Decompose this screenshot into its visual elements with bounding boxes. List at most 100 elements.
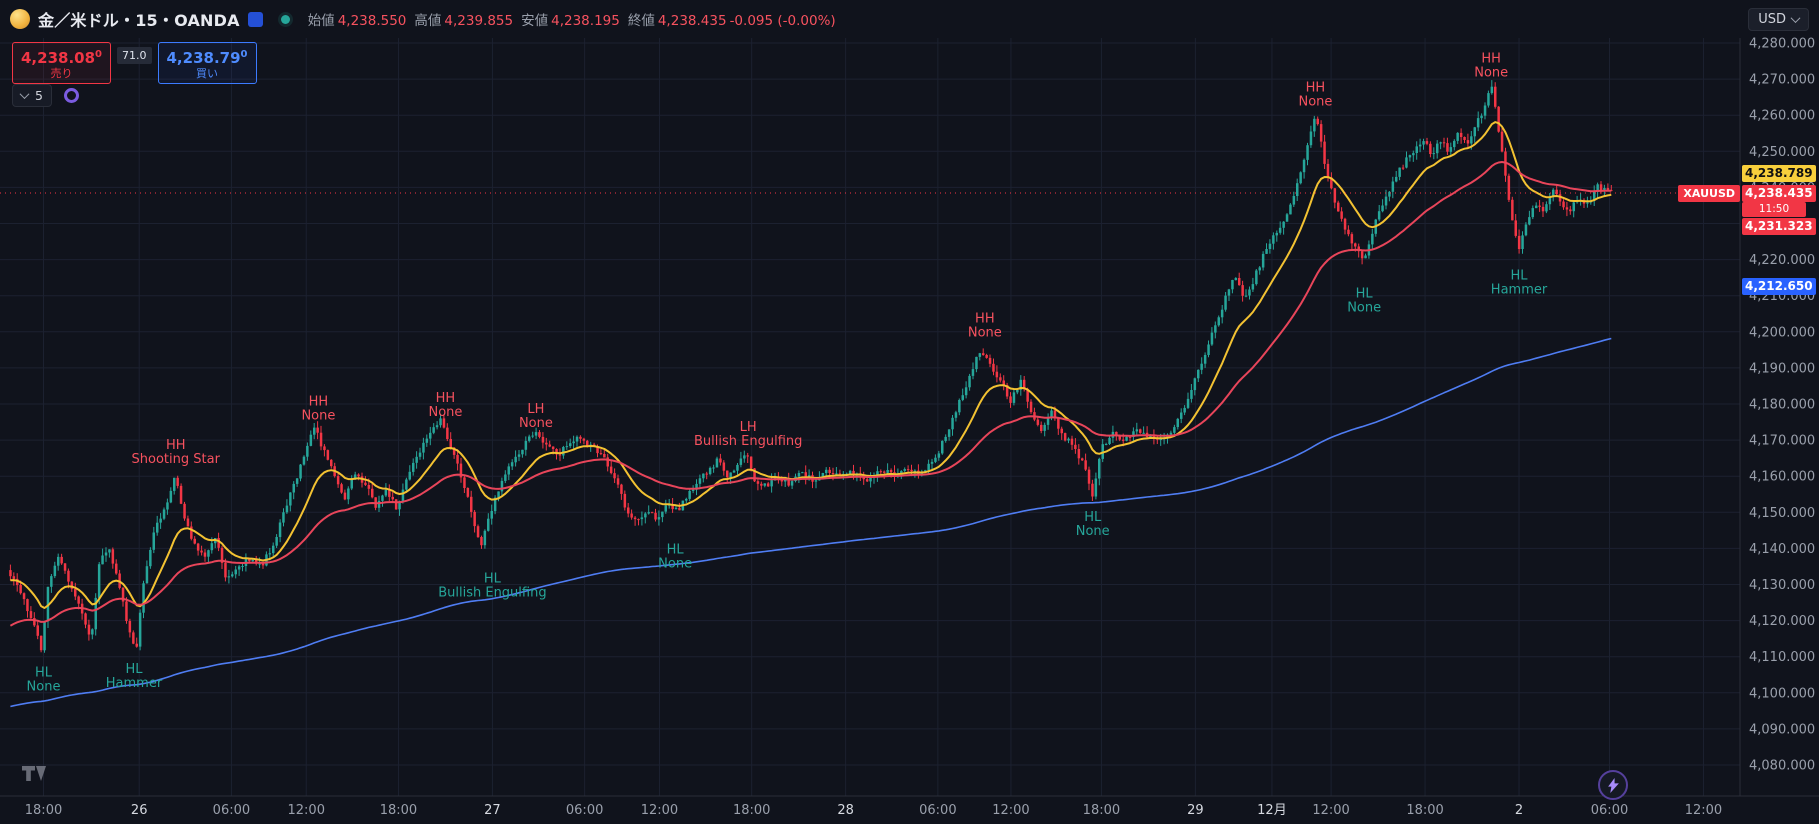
svg-text:12:00: 12:00 <box>288 803 325 818</box>
svg-text:None: None <box>1298 95 1332 110</box>
svg-text:HL: HL <box>667 543 685 558</box>
market-status-dot <box>280 14 290 24</box>
svg-text:4,130.000: 4,130.000 <box>1749 578 1815 593</box>
buy-button[interactable]: 4,238.790 買い <box>157 42 257 84</box>
chart-header: 金／米ドル・15・OANDA 始値 4,238.550 高値 4,239.855… <box>0 0 1819 38</box>
currency-label: USD <box>1758 11 1786 27</box>
svg-text:18:00: 18:00 <box>1083 803 1120 818</box>
svg-text:HL: HL <box>1084 510 1102 525</box>
svg-text:06:00: 06:00 <box>919 803 956 818</box>
svg-text:None: None <box>1076 524 1110 539</box>
svg-text:28: 28 <box>837 803 854 818</box>
svg-text:18:00: 18:00 <box>25 803 62 818</box>
ma-mid-price-tag: 4,231.323 <box>1742 217 1816 235</box>
indicator-icon[interactable] <box>63 88 79 103</box>
svg-text:HH: HH <box>166 438 186 453</box>
close-label: 終値 <box>627 13 655 29</box>
indicator-count: 5 <box>35 88 43 103</box>
svg-text:4,200.000: 4,200.000 <box>1749 325 1815 340</box>
bar-countdown-tag: 11:50 <box>1742 201 1806 217</box>
svg-text:06:00: 06:00 <box>566 803 603 818</box>
svg-text:18:00: 18:00 <box>1406 803 1443 818</box>
svg-text:12:00: 12:00 <box>992 803 1029 818</box>
svg-text:4,270.000: 4,270.000 <box>1749 73 1815 88</box>
svg-text:12:00: 12:00 <box>1685 803 1722 818</box>
svg-text:HL: HL <box>1356 286 1374 301</box>
svg-text:4,280.000: 4,280.000 <box>1749 37 1815 52</box>
currency-selector[interactable]: USD <box>1748 7 1809 31</box>
svg-text:None: None <box>1474 66 1508 81</box>
change-value: -0.095 (-0.00%) <box>729 13 836 29</box>
svg-text:26: 26 <box>131 803 148 818</box>
svg-text:None: None <box>428 405 462 420</box>
svg-text:LH: LH <box>740 420 757 435</box>
chevron-down-icon <box>19 89 30 100</box>
symbol-chip: XAUUSD <box>1678 184 1740 202</box>
ma-fast-price-tag: 4,238.789 <box>1742 164 1816 182</box>
svg-text:4,100.000: 4,100.000 <box>1749 686 1815 701</box>
svg-text:2: 2 <box>1515 803 1523 818</box>
ma-slow-price-tag: 4,212.650 <box>1742 277 1816 295</box>
svg-text:HL: HL <box>484 572 502 587</box>
high-value: 4,239.855 <box>444 13 514 29</box>
svg-text:4,220.000: 4,220.000 <box>1749 253 1815 268</box>
svg-text:HL: HL <box>125 662 143 677</box>
low-value: 4,238.195 <box>551 13 620 29</box>
svg-text:06:00: 06:00 <box>1591 803 1628 818</box>
sell-button[interactable]: 4,238.080 売り <box>12 42 111 84</box>
high-label: 高値 <box>414 13 442 29</box>
svg-text:4,250.000: 4,250.000 <box>1749 145 1815 160</box>
svg-text:HL: HL <box>35 665 53 680</box>
svg-text:4,090.000: 4,090.000 <box>1749 722 1815 737</box>
svg-text:HH: HH <box>1306 81 1326 96</box>
buy-price: 4,238.790 <box>166 49 248 67</box>
svg-text:29: 29 <box>1187 803 1204 818</box>
broker-logo-icon <box>247 11 263 27</box>
svg-text:None: None <box>519 416 553 431</box>
svg-text:HH: HH <box>975 312 995 327</box>
sell-label: 売り <box>50 67 73 80</box>
svg-text:None: None <box>658 557 692 572</box>
svg-text:27: 27 <box>484 803 501 818</box>
svg-text:HH: HH <box>436 391 456 406</box>
svg-text:Bullish Engulfing: Bullish Engulfing <box>694 434 802 449</box>
svg-text:None: None <box>301 409 335 424</box>
low-label: 安値 <box>521 13 549 29</box>
sell-price: 4,238.080 <box>21 49 102 67</box>
tradingview-logo[interactable] <box>22 766 46 785</box>
svg-text:None: None <box>968 326 1002 341</box>
svg-text:06:00: 06:00 <box>213 803 250 818</box>
svg-text:4,260.000: 4,260.000 <box>1749 109 1815 124</box>
last-price-tag: XAUUSD 4,238.435 <box>1678 184 1816 202</box>
svg-text:12:00: 12:00 <box>641 803 678 818</box>
svg-text:None: None <box>27 679 61 694</box>
symbol-title[interactable]: 金／米ドル・15・OANDA <box>38 11 240 30</box>
svg-text:Bullish Engulfing: Bullish Engulfing <box>438 586 546 601</box>
svg-text:4,120.000: 4,120.000 <box>1749 614 1815 629</box>
svg-text:HH: HH <box>309 395 329 410</box>
svg-text:4,160.000: 4,160.000 <box>1749 470 1815 485</box>
svg-text:4,170.000: 4,170.000 <box>1749 434 1815 449</box>
svg-text:LH: LH <box>527 402 544 417</box>
buy-label: 買い <box>196 67 218 80</box>
flash-status-button[interactable] <box>1598 770 1628 800</box>
lightning-icon <box>1607 777 1619 793</box>
svg-text:12月: 12月 <box>1257 803 1287 818</box>
close-value: 4,238.435 <box>657 13 727 29</box>
svg-text:12:00: 12:00 <box>1312 803 1349 818</box>
indicator-count-dropdown[interactable]: 5 <box>12 84 52 107</box>
ohlc-row: 始値 4,238.550 高値 4,239.855 安値 4,238.195 終… <box>300 9 836 29</box>
svg-text:18:00: 18:00 <box>733 803 770 818</box>
indicator-row: 5 <box>12 84 79 107</box>
svg-text:4,080.000: 4,080.000 <box>1749 759 1815 774</box>
svg-text:4,190.000: 4,190.000 <box>1749 361 1815 376</box>
svg-text:4,110.000: 4,110.000 <box>1749 650 1815 665</box>
svg-text:4,140.000: 4,140.000 <box>1749 542 1815 557</box>
chevron-down-icon <box>1790 12 1801 23</box>
svg-text:18:00: 18:00 <box>380 803 417 818</box>
spread-value: 71.0 <box>117 47 152 64</box>
svg-text:4,180.000: 4,180.000 <box>1749 398 1815 413</box>
svg-text:Hammer: Hammer <box>106 676 163 691</box>
